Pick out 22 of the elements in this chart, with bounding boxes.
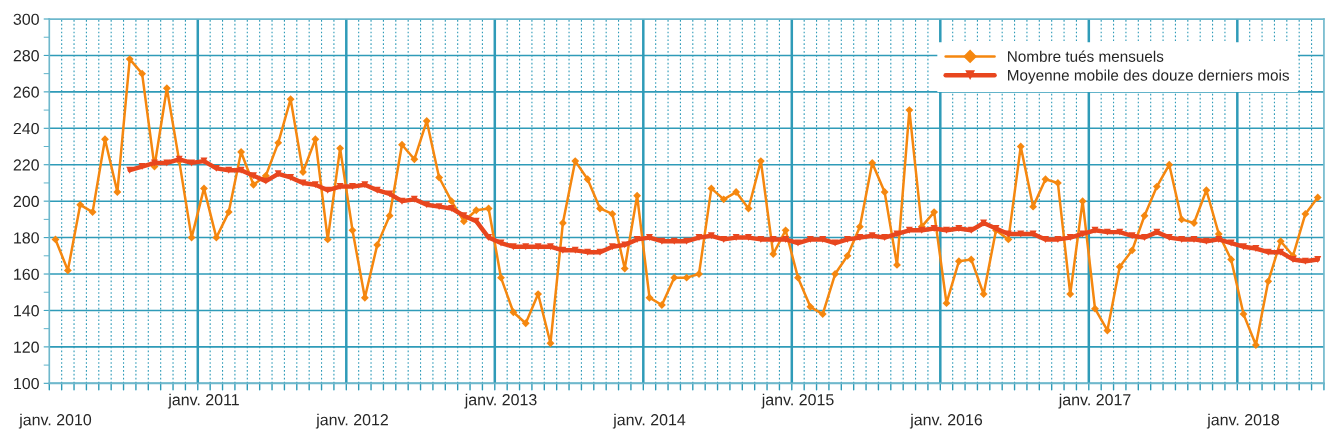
x-tick-label: janv. 2017 xyxy=(1058,393,1131,409)
x-tick-label: janv. 2016 xyxy=(909,413,983,429)
y-tick-label: 120 xyxy=(14,341,39,353)
y-tick-label: 240 xyxy=(13,122,39,135)
y-tick-label: 280 xyxy=(13,50,39,62)
legend-label: Moyenne mobile des douze derniers mois xyxy=(1008,69,1290,84)
y-tick-label: 140 xyxy=(14,305,39,317)
y-tick-label: 100 xyxy=(14,377,39,390)
x-tick-label: janv. 2018 xyxy=(1206,413,1280,429)
x-tick-label: janv. 2010 xyxy=(18,413,92,429)
x-tick-label: janv. 2013 xyxy=(464,393,537,409)
legend-label: Nombre tués mensuels xyxy=(1008,50,1164,62)
x-tick-label: janv. 2011 xyxy=(167,393,239,409)
x-tick-label: janv. 2015 xyxy=(761,393,834,409)
y-tick-label: 220 xyxy=(13,159,39,171)
y-tick-label: 200 xyxy=(13,195,39,208)
y-tick-label: 260 xyxy=(13,86,39,98)
y-tick-label: 160 xyxy=(14,268,39,280)
y-tick-label: 180 xyxy=(14,232,39,244)
y-tick-label: 300 xyxy=(13,13,39,25)
x-tick-label: janv. 2012 xyxy=(315,413,388,429)
x-tick-label: janv. 2014 xyxy=(612,413,686,429)
